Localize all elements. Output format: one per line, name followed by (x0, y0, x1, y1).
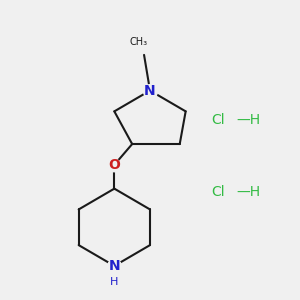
Text: —H: —H (236, 113, 260, 127)
Text: H: H (110, 277, 118, 287)
Text: —H: —H (236, 184, 260, 199)
Text: Cl: Cl (212, 184, 225, 199)
Text: N: N (109, 259, 120, 273)
Text: N: N (144, 84, 156, 98)
Text: CH₃: CH₃ (129, 38, 147, 47)
Text: Cl: Cl (212, 113, 225, 127)
Text: O: O (108, 158, 120, 172)
